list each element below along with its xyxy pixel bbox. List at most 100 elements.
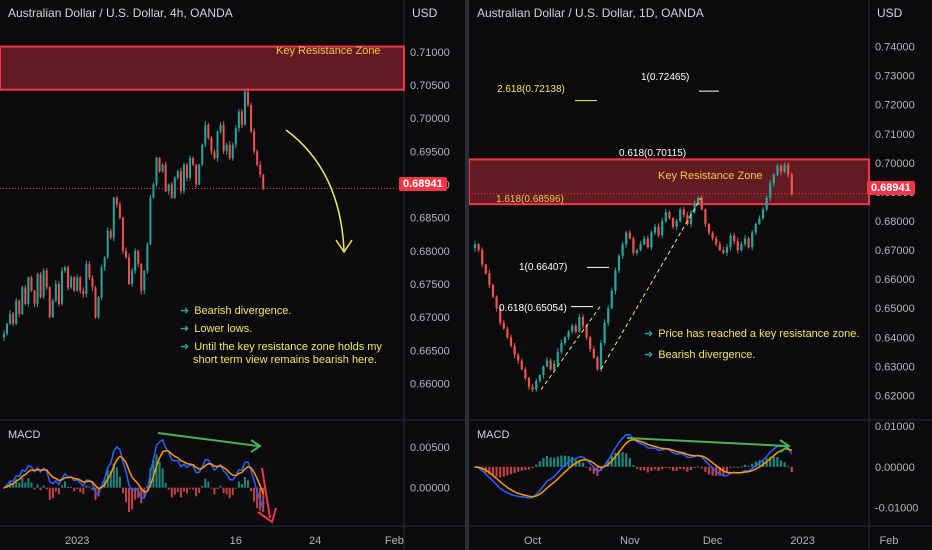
- candle: [718, 244, 721, 251]
- candle: [210, 138, 213, 152]
- arrow-right-icon: ➜: [644, 328, 654, 340]
- macd-histogram-bar: [693, 466, 696, 468]
- candle: [182, 164, 185, 192]
- macd-histogram-bar: [149, 468, 152, 488]
- forecast-arrow: [285, 129, 345, 251]
- candle: [621, 244, 624, 256]
- candle: [155, 158, 158, 185]
- macd-histogram-bar: [664, 466, 667, 468]
- x-tick-label: Feb: [880, 535, 899, 547]
- candle: [715, 238, 718, 245]
- candle: [697, 197, 700, 204]
- candle: [179, 171, 182, 192]
- candle: [204, 124, 207, 145]
- candle: [85, 264, 88, 294]
- candle: [542, 366, 545, 376]
- candle: [118, 204, 121, 218]
- candle: [787, 164, 790, 175]
- candle: [517, 354, 520, 361]
- candle: [524, 369, 527, 379]
- macd-histogram-bar: [192, 487, 195, 490]
- candle: [700, 197, 703, 210]
- macd-histogram-bar: [210, 487, 213, 489]
- chart-panel-4h[interactable]: 0.710000.705000.700000.695000.690000.685…: [0, 0, 465, 550]
- candle: [131, 270, 134, 284]
- candle: [614, 270, 617, 291]
- macd-histogram-bar: [36, 484, 39, 488]
- macd-histogram-bar: [542, 457, 545, 467]
- candle: [585, 325, 588, 338]
- macd-histogram-bar: [170, 487, 173, 498]
- macd-histogram-bar: [517, 466, 520, 472]
- fib-label: 0.618(0.70115): [619, 148, 687, 159]
- candle: [106, 230, 109, 258]
- candle: [686, 215, 689, 224]
- macd-histogram-bar: [563, 455, 567, 467]
- arrow-right-icon: ➜: [180, 341, 190, 353]
- resistance-zone: [0, 45, 405, 91]
- candle: [671, 218, 675, 227]
- candle: [256, 151, 259, 165]
- macd-histogram-bar: [499, 466, 502, 478]
- candle: [3, 333, 5, 338]
- macd-histogram-bar: [625, 453, 628, 467]
- macd-histogram-bar: [491, 466, 495, 476]
- macd-histogram-bar: [614, 452, 617, 467]
- macd-histogram-bar: [779, 460, 783, 467]
- macd-histogram-bar: [679, 466, 682, 469]
- macd-histogram-bar: [733, 466, 736, 468]
- macd-histogram-bar: [24, 482, 27, 488]
- divergence-arrowhead-icon: [250, 439, 262, 453]
- candle: [488, 273, 491, 285]
- macd-histogram-bar: [250, 487, 253, 492]
- candle: [689, 212, 693, 224]
- candle: [21, 287, 24, 314]
- panel-divider[interactable]: [465, 0, 469, 550]
- divergence-line: [157, 432, 259, 447]
- resistance-zone: [469, 158, 870, 206]
- candle: [158, 158, 161, 172]
- candle: [247, 91, 249, 105]
- current-price-tag: 0.68941: [867, 181, 915, 195]
- macd-histogram-bar: [216, 487, 219, 490]
- candle: [707, 223, 711, 233]
- candle: [556, 351, 559, 364]
- candle: [198, 164, 201, 185]
- macd-histogram-bar: [668, 466, 671, 469]
- macd-histogram-bar: [73, 487, 76, 492]
- macd-histogram-bar: [535, 464, 538, 467]
- macd-histogram-bar: [520, 466, 523, 471]
- macd-histogram-bar: [189, 487, 192, 489]
- candle: [15, 300, 18, 324]
- candle: [42, 270, 45, 298]
- macd-histogram-bar: [653, 466, 657, 470]
- macd-histogram-bar: [711, 466, 714, 476]
- chart-title: Australian Dollar / U.S. Dollar, 4h, OAN…: [8, 6, 233, 20]
- chart-title: Australian Dollar / U.S. Dollar, 1D, OAN…: [477, 6, 704, 20]
- macd-histogram-bar: [109, 471, 112, 488]
- fib-label: 1.618(0.68596): [496, 194, 564, 205]
- candle: [513, 346, 516, 355]
- y-tick-label: 0.64000: [875, 332, 915, 344]
- macd-histogram-bar: [112, 463, 115, 488]
- candle: [134, 250, 137, 271]
- macd-histogram-bar: [495, 466, 498, 477]
- y-tick-label: 0.70500: [410, 80, 450, 92]
- candle: [553, 363, 556, 370]
- macd-histogram-bar: [740, 466, 743, 468]
- macd-histogram-bar: [137, 487, 140, 498]
- candle: [189, 158, 192, 178]
- candle: [164, 164, 167, 192]
- macd-histogram-bar: [213, 487, 216, 495]
- candle: [477, 244, 480, 251]
- macd-histogram-bar: [48, 487, 51, 500]
- chart-panel-1d[interactable]: 0.740000.730000.720000.710000.700000.690…: [469, 0, 932, 550]
- chart-canvas-4h[interactable]: 0.710000.705000.700000.695000.690000.685…: [0, 0, 465, 550]
- candle: [73, 277, 76, 291]
- chart-canvas-1d[interactable]: 0.740000.730000.720000.710000.700000.690…: [469, 0, 932, 550]
- macd-histogram-bar: [621, 452, 624, 467]
- macd-histogram-bar: [661, 466, 664, 470]
- trend-leg: [540, 305, 602, 390]
- candle: [491, 284, 495, 297]
- macd-histogram-bar: [686, 466, 689, 472]
